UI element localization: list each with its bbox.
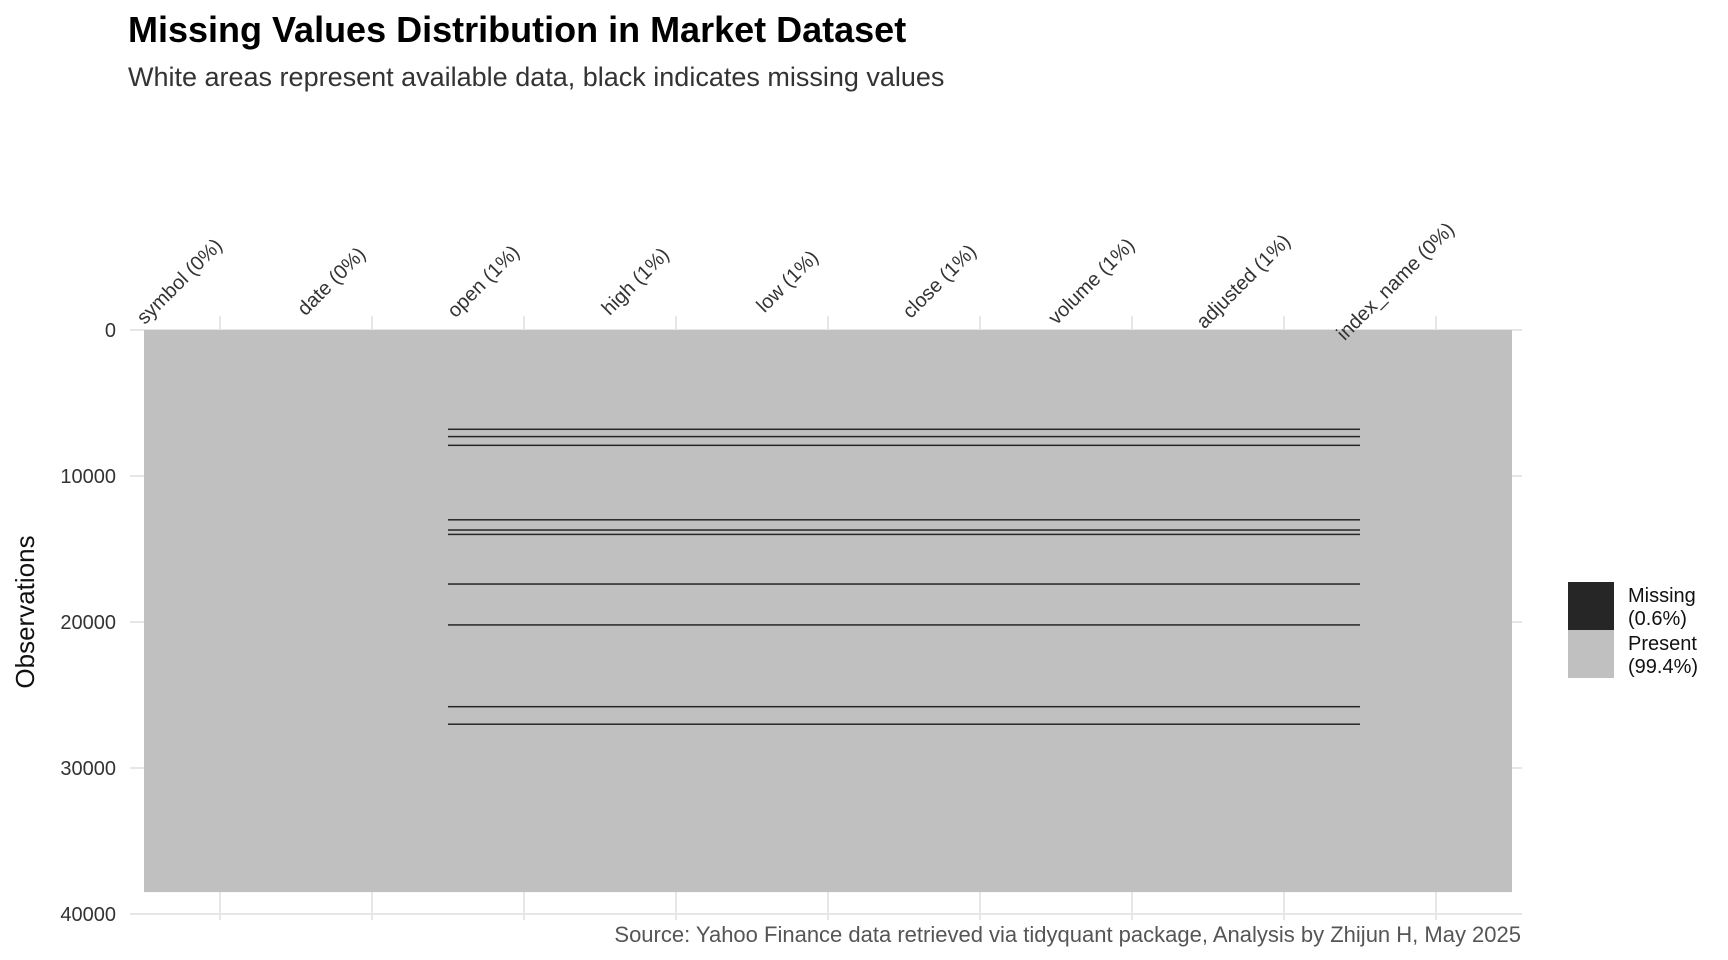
missing-value-mark (1208, 529, 1360, 531)
missing-value-mark (1208, 533, 1360, 536)
missing-value-mark (448, 624, 600, 626)
column-label: date (0%) (293, 243, 370, 320)
column-label: high (1%) (598, 244, 674, 320)
column-label: index_name (0%) (1333, 219, 1459, 345)
missing-value-mark (600, 529, 752, 531)
missing-value-mark (904, 435, 1056, 438)
missing-value-mark (752, 723, 904, 725)
missing-value-mark (752, 705, 904, 708)
missing-value-mark (1056, 444, 1208, 447)
missing-value-mark (1208, 624, 1360, 626)
column-label: volume (1%) (1044, 234, 1139, 329)
missing-value-mark (752, 533, 904, 536)
missing-value-mark (904, 705, 1056, 708)
missing-value-mark (448, 428, 600, 431)
missing-value-mark (1208, 435, 1360, 438)
missing-value-mark (600, 533, 752, 536)
legend-swatch (1568, 582, 1614, 630)
legend-swatch (1568, 630, 1614, 678)
missing-value-mark (752, 529, 904, 531)
missing-value-mark (600, 624, 752, 626)
missing-value-mark (1056, 519, 1208, 521)
missing-value-mark (448, 583, 600, 585)
missing-value-mark (448, 529, 600, 531)
legend-label: Missing (1628, 585, 1696, 607)
present-tile (904, 330, 1056, 893)
missing-value-mark (904, 723, 1056, 725)
missing-value-mark (1208, 444, 1360, 447)
missing-value-mark (600, 428, 752, 431)
missing-value-mark (752, 519, 904, 521)
missing-value-mark (600, 705, 752, 708)
missing-value-mark (1208, 428, 1360, 431)
y-tick-label: 40000 (60, 904, 116, 926)
y-tick-label: 0 (105, 320, 116, 342)
missing-value-mark (600, 435, 752, 438)
chart-subtitle: White areas represent available data, bl… (128, 62, 944, 92)
missing-value-mark (600, 519, 752, 521)
column-label: symbol (0%) (133, 235, 227, 329)
missing-value-mark (904, 529, 1056, 531)
missing-value-mark (1056, 533, 1208, 536)
present-tile (752, 330, 904, 893)
missing-value-mark (752, 435, 904, 438)
missing-value-mark (1208, 583, 1360, 585)
column-label: open (1%) (443, 241, 524, 322)
missing-value-mark (904, 624, 1056, 626)
y-tick-label: 30000 (60, 758, 116, 780)
y-tick-label: 10000 (60, 466, 116, 488)
missing-value-mark (904, 533, 1056, 536)
missing-value-mark (600, 444, 752, 447)
missing-value-mark (1208, 723, 1360, 725)
missing-value-mark (1208, 705, 1360, 708)
legend-label-pct: (99.4%) (1628, 656, 1698, 678)
missing-value-mark (1056, 705, 1208, 708)
chart-title: Missing Values Distribution in Market Da… (128, 9, 906, 50)
missing-value-mark (904, 519, 1056, 521)
y-tick-labels: 0 10000 20000 30000 40000 (60, 320, 116, 926)
missing-value-mark (448, 519, 600, 521)
present-tile (296, 330, 448, 893)
missing-value-mark (1208, 519, 1360, 521)
column-labels: symbol (0%) date (0%) open (1%) high (1%) lo… (133, 219, 1459, 345)
missing-value-mark (1056, 723, 1208, 725)
missing-value-mark (904, 444, 1056, 447)
present-tile (1056, 330, 1208, 893)
legend-label: Present (1628, 633, 1697, 655)
y-tick-label: 20000 (60, 612, 116, 634)
present-tile (600, 330, 752, 893)
missing-value-mark (448, 705, 600, 708)
column-label: low (1%) (752, 246, 823, 317)
missing-value-mark (752, 583, 904, 585)
present-tile (1360, 330, 1512, 893)
missing-value-mark (904, 583, 1056, 585)
missing-value-mark (1056, 583, 1208, 585)
missing-value-mark (1056, 428, 1208, 431)
missing-value-mark (448, 533, 600, 536)
missing-value-mark (1056, 529, 1208, 531)
missing-value-mark (600, 723, 752, 725)
missing-value-mark (600, 583, 752, 585)
missing-value-mark (448, 723, 600, 725)
present-tile (448, 330, 600, 893)
chart-caption: Source: Yahoo Finance data retrieved via… (614, 922, 1521, 947)
missing-value-mark (752, 428, 904, 431)
column-label: adjusted (1%) (1192, 230, 1295, 333)
present-tile (1208, 330, 1360, 893)
missing-lines (448, 428, 1360, 725)
missing-value-mark (752, 624, 904, 626)
legend-label-pct: (0.6%) (1628, 608, 1687, 630)
missing-value-mark (904, 428, 1056, 431)
missing-value-mark (752, 444, 904, 447)
missing-value-mark (1056, 435, 1208, 438)
legend: Missing(0.6%) Present(99.4%) (1568, 582, 1698, 678)
missing-value-mark (448, 444, 600, 447)
present-tile (144, 330, 296, 893)
y-axis-title: Observations (10, 535, 40, 688)
missing-value-mark (1056, 624, 1208, 626)
data-tiles (144, 330, 1512, 893)
missing-value-mark (448, 435, 600, 438)
column-label: close (1%) (899, 241, 981, 323)
